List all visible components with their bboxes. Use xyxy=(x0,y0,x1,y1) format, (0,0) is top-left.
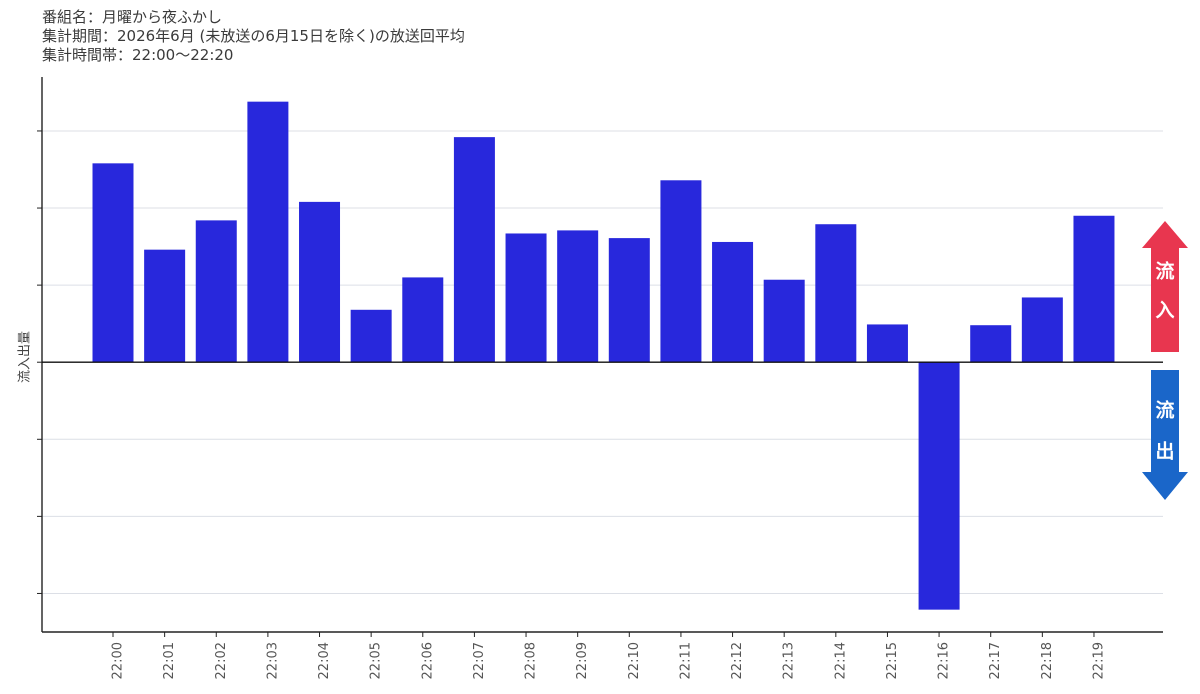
bar-22:12 xyxy=(712,241,754,363)
bar-22:14 xyxy=(815,224,857,363)
x-tick-label-22:15: 22:15 xyxy=(885,642,900,679)
x-tick-label-22:04: 22:04 xyxy=(317,642,332,679)
bar-22:15 xyxy=(866,324,908,363)
bar-22:09 xyxy=(557,230,599,363)
x-tick-label-22:09: 22:09 xyxy=(575,642,590,679)
bars xyxy=(92,101,1115,610)
grid-lines xyxy=(42,130,1163,594)
chart-header: 番組名：月曜から夜ふかし 集計期間：2026年6月 (未放送の6月15日を除く)… xyxy=(42,8,465,65)
aggregation-period: 集計期間：2026年6月 (未放送の6月15日を除く)の放送回平均 xyxy=(42,27,465,45)
bar-22:19 xyxy=(1073,215,1115,363)
x-tick-label-22:08: 22:08 xyxy=(524,642,539,679)
bar-22:16 xyxy=(918,362,960,610)
bar-22:01 xyxy=(144,249,186,363)
x-tick-label-22:00: 22:00 xyxy=(111,642,126,679)
outflow-indicator: 流 出 xyxy=(1142,370,1188,500)
bar-22:07 xyxy=(453,137,495,363)
inflow-label-char-2: 入 xyxy=(1155,300,1174,322)
inflow-indicator: 流 入 xyxy=(1142,221,1188,352)
bar-22:06 xyxy=(402,277,444,363)
x-tick-labels: 22:00 22:01 22:02 22:03 22:04 22:05 22:06 22:07… xyxy=(111,642,1107,679)
x-tick-label-22:11: 22:11 xyxy=(678,642,693,679)
y-axis-label: 流入出量 xyxy=(18,331,33,383)
bar-22:08 xyxy=(505,233,547,363)
axes xyxy=(37,77,1163,637)
inflow-label-char-1: 流 xyxy=(1155,260,1174,283)
x-tick-label-22:07: 22:07 xyxy=(472,642,487,679)
x-tick-label-22:12: 22:12 xyxy=(730,642,745,679)
bar-22:13 xyxy=(763,279,805,363)
aggregation-timeslot: 集計時間帯：22:00～22:20 xyxy=(42,46,234,64)
bar-22:05 xyxy=(350,309,392,363)
x-tick-label-22:18: 22:18 xyxy=(1040,642,1055,679)
program-name: 番組名：月曜から夜ふかし xyxy=(42,8,223,26)
x-tick-label-22:02: 22:02 xyxy=(214,642,229,679)
x-tick-label-22:06: 22:06 xyxy=(420,642,435,679)
outflow-arrow-icon xyxy=(1142,370,1188,500)
bar-22:00 xyxy=(92,163,134,363)
x-tick-label-22:05: 22:05 xyxy=(369,642,384,679)
x-tick-label-22:03: 22:03 xyxy=(265,642,280,679)
bar-22:11 xyxy=(660,180,702,363)
bar-22:18 xyxy=(1021,297,1063,363)
outflow-label-char-1: 流 xyxy=(1155,399,1174,422)
x-tick-label-22:17: 22:17 xyxy=(988,642,1003,679)
bar-22:04 xyxy=(299,201,341,363)
x-tick-label-22:13: 22:13 xyxy=(782,642,797,679)
inflow-arrow-icon xyxy=(1142,221,1188,352)
x-tick-label-22:10: 22:10 xyxy=(627,642,642,679)
bar-22:10 xyxy=(608,238,650,363)
x-tick-label-22:01: 22:01 xyxy=(162,642,177,679)
bar-22:03 xyxy=(247,101,289,363)
x-tick-label-22:16: 22:16 xyxy=(937,642,952,679)
x-tick-label-22:14: 22:14 xyxy=(833,642,848,679)
x-tick-label-22:19: 22:19 xyxy=(1091,642,1106,679)
outflow-label-char-2: 出 xyxy=(1155,440,1174,463)
bar-22:02 xyxy=(195,220,237,363)
bar-22:17 xyxy=(970,325,1012,363)
